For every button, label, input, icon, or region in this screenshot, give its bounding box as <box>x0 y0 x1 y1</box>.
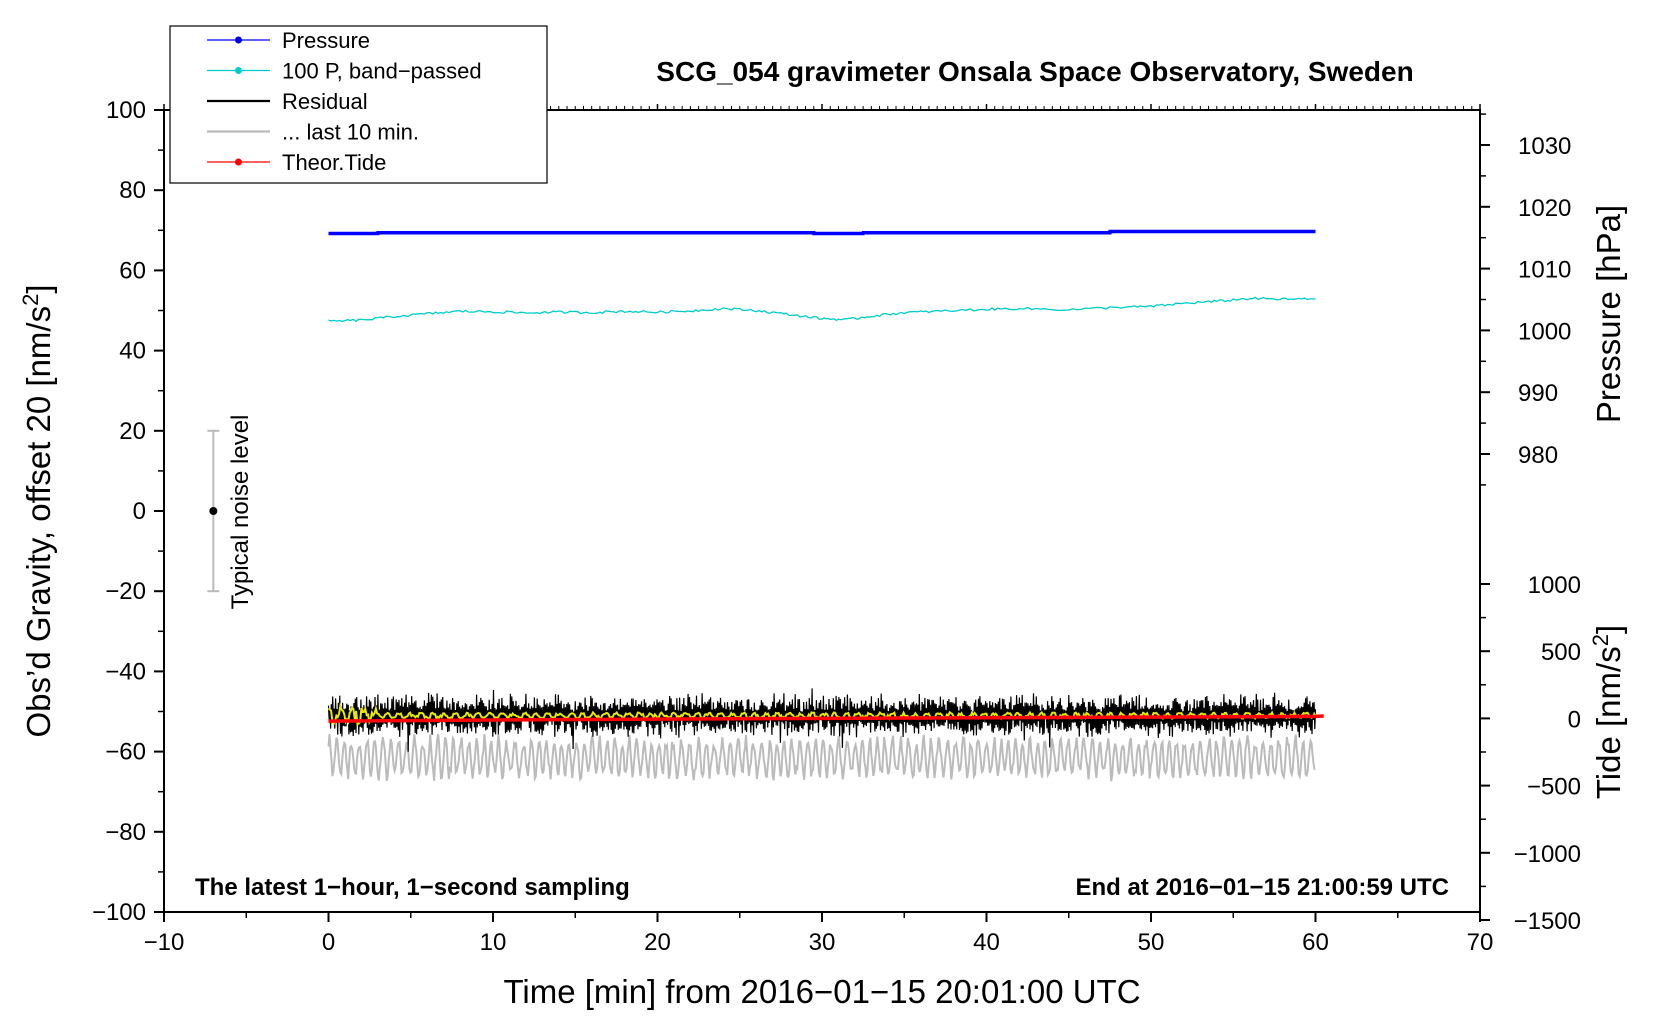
pressure-tick-label: 1020 <box>1518 195 1571 222</box>
tide-tick-label: −1000 <box>1514 841 1581 868</box>
x-tick-label: 70 <box>1467 929 1494 956</box>
y-tick-label: 80 <box>119 177 146 204</box>
x-tick-label: −10 <box>144 929 185 956</box>
tide-tick-label: 0 <box>1568 706 1581 733</box>
pressure-tick-label: 980 <box>1518 442 1558 469</box>
x-tick-label: 30 <box>809 929 836 956</box>
pressure-tick-label: 1030 <box>1518 133 1571 160</box>
band-passed-pressure-line <box>328 296 1316 323</box>
tide-line <box>328 714 1324 723</box>
y-left-axis-ticks: −100 −80 −60 −40 −20 0 20 40 60 80 100 <box>92 97 164 926</box>
sampling-note: The latest 1−hour, 1−second sampling <box>195 874 630 901</box>
tide-tick-label: −500 <box>1527 774 1581 801</box>
y-tick-label: −40 <box>105 658 146 685</box>
x-tick-label: 0 <box>322 929 335 956</box>
legend-marker <box>235 67 242 74</box>
legend-marker <box>235 158 242 166</box>
x-tick-label: 50 <box>1138 929 1165 956</box>
pressure-axis-ticks: 980 990 1000 1010 1020 1030 <box>1480 113 1571 486</box>
last-10-min-series <box>327 733 1316 783</box>
end-time-note: End at 2016−01−15 21:00:59 UTC <box>1075 874 1449 901</box>
band-passed-pressure-series <box>328 296 1316 323</box>
noise-center-dot <box>209 507 218 515</box>
x-axis-title: Time [min] from 2016−01−15 20:01:00 UTC <box>503 973 1140 1010</box>
tide-tick-label: 1000 <box>1528 572 1581 599</box>
y-tick-label: −100 <box>92 899 146 926</box>
tide-tick-label: −1500 <box>1514 908 1581 935</box>
noise-level-indicator <box>207 429 220 593</box>
legend-label: Pressure <box>282 28 370 53</box>
y-tick-label: 40 <box>119 338 146 365</box>
legend-box <box>169 25 548 184</box>
pressure-tick-label: 1010 <box>1518 257 1571 284</box>
y-tick-label: 0 <box>133 498 146 525</box>
pressure-series <box>328 229 1316 236</box>
last-10-min-line <box>327 733 1316 783</box>
y-tick-label: 20 <box>119 418 146 445</box>
y-tick-label: 60 <box>119 257 146 284</box>
tide-axis-ticks: −1500 −1000 −500 0 500 1000 <box>1480 572 1581 935</box>
y-tick-label: −80 <box>105 819 146 846</box>
y-tick-label: −20 <box>105 578 146 605</box>
x-tick-label: 60 <box>1302 929 1329 956</box>
pressure-line <box>328 229 1316 236</box>
y-left-axis-title: Obs’d Gravity, offset 20 [nm/s2] <box>18 284 57 737</box>
theoretical-tide-series <box>328 714 1324 723</box>
pressure-tick-label: 990 <box>1518 380 1558 407</box>
legend-label: ... last 10 min. <box>282 120 419 145</box>
x-tick-label: 10 <box>480 929 507 956</box>
legend-label: 100 P, band−passed <box>282 59 482 84</box>
chart-title: SCG_054 gravimeter Onsala Space Observat… <box>656 56 1413 87</box>
y-tick-label: 100 <box>106 97 146 124</box>
x-tick-label: 40 <box>973 929 1000 956</box>
x-tick-label: 20 <box>644 929 671 956</box>
legend-marker <box>235 36 242 44</box>
legend-label: Residual <box>282 89 368 114</box>
pressure-axis-title: Pressure [hPa] <box>1590 205 1627 423</box>
tide-axis-title: Tide [nm/s2] <box>1588 625 1627 799</box>
y-tick-label: −60 <box>105 739 146 766</box>
noise-level-label: Typical noise level <box>227 415 254 610</box>
legend: Pressure 100 P, band−passed Residual ... la… <box>169 25 548 184</box>
tide-tick-label: 500 <box>1541 639 1581 666</box>
legend-label: Theor.Tide <box>282 150 386 175</box>
pressure-tick-label: 1000 <box>1518 318 1571 345</box>
x-axis-ticks: −10 0 10 20 30 40 50 60 70 <box>144 104 1494 956</box>
